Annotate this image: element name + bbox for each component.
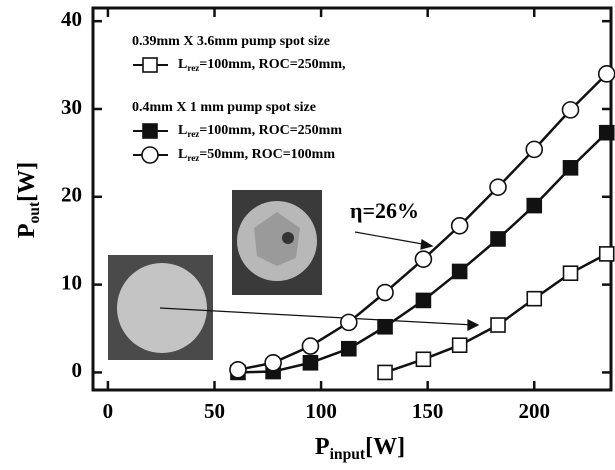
marker xyxy=(378,320,392,334)
legend-label-part: rez xyxy=(187,63,199,73)
marker xyxy=(416,293,430,307)
marker xyxy=(302,338,318,354)
chart: η=26% 0.39mm X 3.6mm pump spot size 0.4m… xyxy=(0,0,615,470)
marker xyxy=(303,356,317,370)
legend-marker xyxy=(142,147,158,163)
marker xyxy=(600,247,614,261)
legend-marker xyxy=(143,58,157,72)
y-tick-label: 0 xyxy=(72,358,83,382)
marker xyxy=(453,338,467,352)
x-tick-label: 50 xyxy=(204,399,225,423)
legend-label-part: L xyxy=(178,123,187,138)
marker xyxy=(526,141,542,157)
y-axis-title-part: out xyxy=(26,201,43,223)
legend-group-title: 0.39mm X 3.6mm pump spot size xyxy=(132,34,330,49)
marker xyxy=(491,232,505,246)
legend-marker xyxy=(143,124,157,138)
marker xyxy=(491,318,505,332)
legend-label-part: =50mm, ROC=100mm xyxy=(199,147,335,162)
y-axis-title-part: [W] xyxy=(14,162,40,202)
marker xyxy=(415,251,431,267)
marker xyxy=(562,102,578,118)
marker xyxy=(527,292,541,306)
x-tick-label: 0 xyxy=(103,399,114,423)
y-axis-title-part: P xyxy=(14,223,40,238)
x-tick-label: 100 xyxy=(305,399,337,423)
x-tick-label: 150 xyxy=(412,399,444,423)
x-axis-title-part: input xyxy=(330,446,366,463)
marker xyxy=(378,365,392,379)
marker xyxy=(377,285,393,301)
marker xyxy=(490,179,506,195)
marker xyxy=(563,266,577,280)
marker xyxy=(265,355,281,371)
y-axis-title: Pout[W] xyxy=(14,162,43,238)
x-axis-title-part: [W] xyxy=(365,434,405,460)
marker xyxy=(453,264,467,278)
legend-label-part: rez xyxy=(187,129,199,139)
x-axis-title-part: P xyxy=(315,434,330,460)
marker xyxy=(563,161,577,175)
marker xyxy=(341,314,357,330)
y-tick-label: 40 xyxy=(61,7,82,31)
legend-label-part: L xyxy=(178,147,187,162)
beam-image-1 xyxy=(232,190,322,295)
marker xyxy=(600,126,614,140)
legend-label-part: =100mm, ROC=250mm xyxy=(199,123,342,138)
legend-label-part: L xyxy=(178,57,187,72)
legend-group-title: 0.4mm X 1 mm pump spot size xyxy=(132,100,316,115)
x-axis-title: Pinput[W] xyxy=(315,434,405,463)
legend-label-part: =100mm, ROC=250mm, xyxy=(199,57,345,72)
marker xyxy=(452,218,468,234)
legend-label: Lrez=100mm, ROC=250mm, xyxy=(178,57,346,73)
legend-label: Lrez=50mm, ROC=100mm xyxy=(178,147,335,163)
x-tick-label: 200 xyxy=(519,399,551,423)
legend-label: Lrez=100mm, ROC=250mm xyxy=(178,123,342,139)
marker xyxy=(416,352,430,366)
y-tick-label: 30 xyxy=(61,95,82,119)
y-tick-label: 20 xyxy=(61,183,82,207)
marker xyxy=(527,199,541,213)
legend-label-part: rez xyxy=(187,153,199,163)
marker xyxy=(230,362,246,378)
marker xyxy=(599,66,615,82)
annotation: η=26% xyxy=(350,198,419,223)
marker xyxy=(342,342,356,356)
y-tick-label: 10 xyxy=(61,270,82,294)
